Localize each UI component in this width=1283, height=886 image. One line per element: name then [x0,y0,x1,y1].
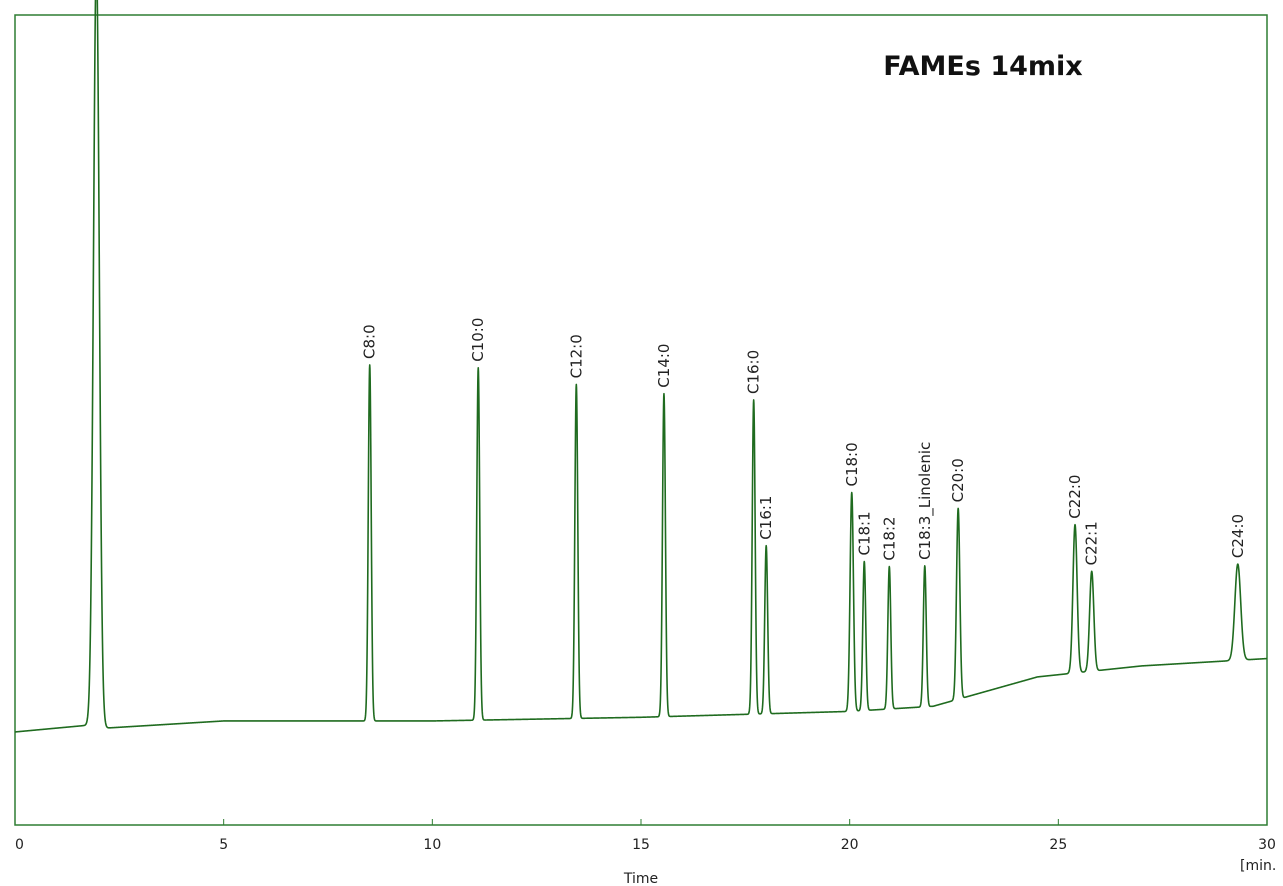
x-tick-label: 20 [841,837,859,853]
x-tick-label: 5 [219,837,228,853]
chromatogram-trace [14,0,1268,733]
peak-label: C8:0 [361,324,379,359]
peak-label: C10:0 [469,318,487,362]
peak-label: C22:0 [1066,475,1084,519]
peak-label: C18:2 [880,516,898,560]
x-axis-title: Time [623,871,658,886]
x-tick-label: 25 [1049,837,1067,853]
peak-label: C18:1 [855,511,873,555]
peak-label: C14:0 [655,344,673,388]
peak-label: C24:0 [1229,514,1247,558]
x-tick-label: 30 [1258,837,1276,853]
x-axis-unit: [min. [1240,858,1276,874]
peak-label: C18:3_Linolenic [916,442,935,560]
x-axis: 0 5 10 15 20 25 30 [14,819,1276,853]
x-tick-label: 10 [423,837,441,853]
peak-label: C12:0 [567,334,585,378]
chart-title: FAMEs 14mix [883,51,1082,82]
x-tick-label: 15 [632,837,650,853]
peak-labels: C8:0 C10:0 C12:0 C14:0 C16:0 C16:1 C18:0 C18:1 C… [361,318,1247,566]
peak-label: C16:0 [745,350,763,394]
plot-frame [14,14,1268,826]
peak-label: C16:1 [757,496,775,540]
peak-label: C18:0 [843,442,861,486]
trace-layer [14,0,1268,733]
peak-label: C20:0 [949,458,967,502]
peak-label: C22:1 [1083,521,1101,565]
x-tick-label: 0 [15,837,24,853]
